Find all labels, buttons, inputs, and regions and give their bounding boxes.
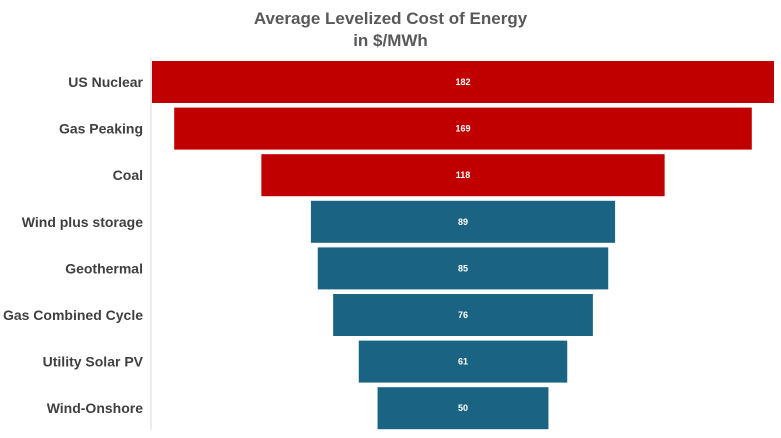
data-label: 61	[458, 357, 468, 367]
data-label: 182	[455, 77, 470, 87]
bar-wind-plus-storage	[310, 200, 616, 243]
data-label: 89	[458, 217, 468, 227]
bar-geothermal	[317, 247, 609, 290]
data-label: 50	[458, 403, 468, 413]
category-label: Utility Solar PV	[43, 354, 144, 370]
bar-coal	[261, 154, 665, 197]
bar-utility-solar-pv	[358, 340, 568, 383]
category-label: Wind plus storage	[22, 214, 143, 230]
category-label: Coal	[113, 167, 143, 183]
bar-gas-combined-cycle	[333, 294, 593, 336]
chart-subtitle: in $/MWh	[353, 31, 428, 50]
data-label: 76	[458, 310, 468, 320]
category-label: Gas Combined Cycle	[3, 307, 143, 323]
chart-title: Average Levelized Cost of Energy in $/MW…	[0, 8, 781, 52]
chart-title-line-1: Average Levelized Cost of Energy	[253, 9, 528, 28]
data-label: 169	[455, 124, 470, 134]
bar-us-nuclear	[152, 61, 774, 103]
category-label: US Nuclear	[68, 74, 143, 90]
data-label: 85	[458, 263, 468, 273]
data-label: 118	[456, 170, 471, 180]
bar-gas-peaking	[174, 107, 752, 150]
category-label: Gas Peaking	[59, 121, 143, 137]
category-label: Wind-Onshore	[47, 400, 144, 416]
bar-wind-onshore	[377, 387, 549, 430]
category-label: Geothermal	[65, 260, 143, 276]
